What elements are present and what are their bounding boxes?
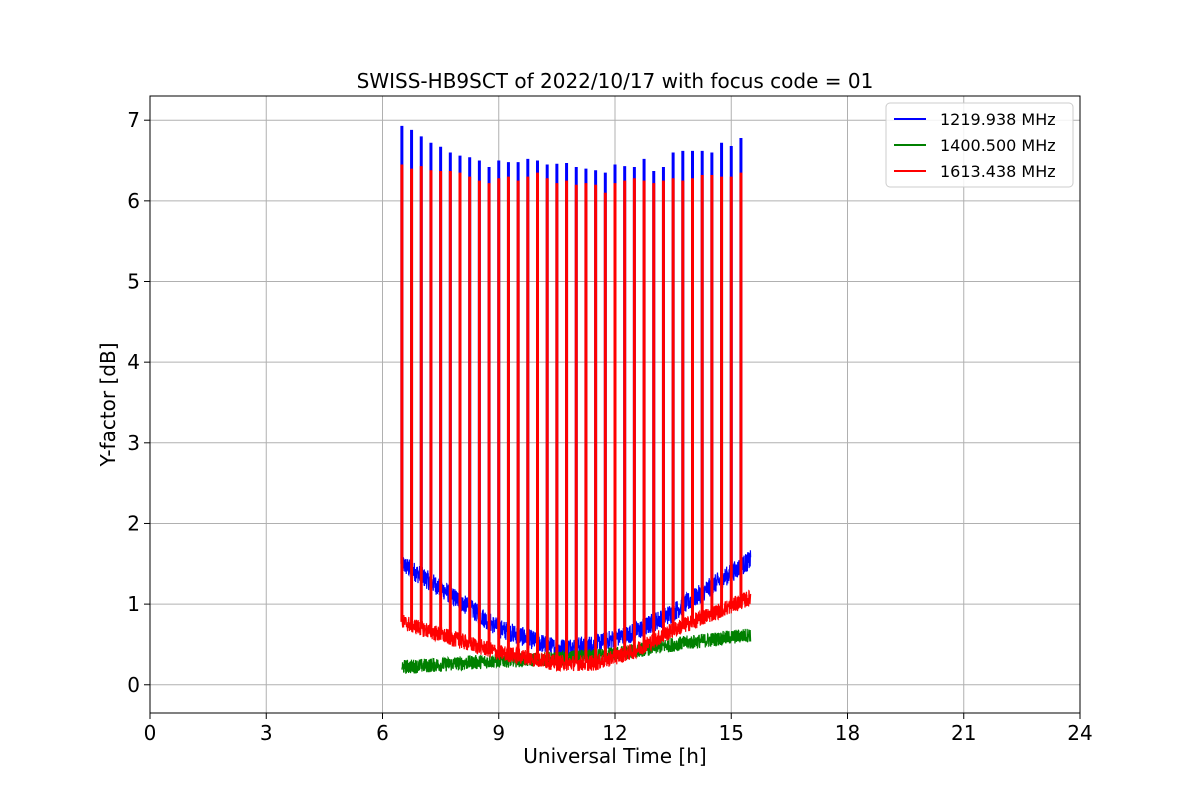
x-tick-label: 12 [602,721,627,745]
x-tick-label: 15 [719,721,744,745]
chart-title: SWISS-HB9SCT of 2022/10/17 with focus co… [357,69,874,93]
y-tick-label: 7 [127,108,140,132]
x-tick-label: 6 [376,721,389,745]
series-area [400,125,752,674]
y-tick-label: 6 [127,189,140,213]
legend-entry: 1400.500 MHz [940,136,1056,155]
x-axis-label: Universal Time [h] [523,744,706,768]
x-tick-label: 21 [951,721,976,745]
x-tick-label: 18 [835,721,860,745]
x-tick-label: 0 [144,721,157,745]
y-tick-label: 3 [127,431,140,455]
plot-frame [149,95,1081,714]
x-tick-label: 24 [1067,721,1092,745]
y-tick-label: 4 [127,350,140,374]
y-axis-label: Y-factor [dB] [96,342,120,467]
y-tick-label: 5 [127,270,140,294]
y-tick-label: 1 [127,592,140,616]
legend: 1219.938 MHz 1400.500 MHz 1613.438 MHz [885,102,1074,188]
y-tick-label: 0 [127,673,140,697]
legend-box [885,102,1074,188]
x-tick-label: 3 [260,721,273,745]
y-tick-label: 2 [127,511,140,535]
legend-entry: 1219.938 MHz [940,110,1056,129]
legend-entry: 1613.438 MHz [940,162,1056,181]
x-tick-label: 9 [492,721,505,745]
